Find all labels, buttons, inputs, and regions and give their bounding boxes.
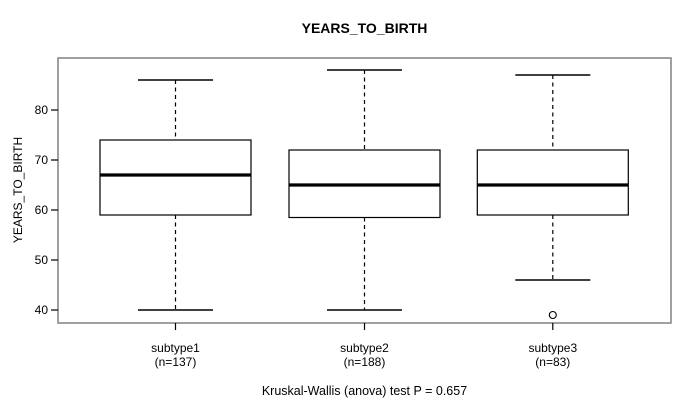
chart-title: YEARS_TO_BIRTH [302, 20, 428, 36]
box-rect-subtype1 [99, 139, 252, 216]
box-rect-subtype3 [476, 149, 629, 216]
y-axis: 40 50 60 70 80 [35, 103, 58, 317]
x-tick-label-subtype1: subtype1 [151, 341, 200, 355]
x-tick-n-label-subtype1: (n=137) [155, 355, 197, 369]
boxes [99, 69, 629, 320]
y-tick-label: 70 [35, 153, 49, 167]
y-axis-title: YEARS_TO_BIRTH [11, 137, 25, 243]
y-tick-label: 80 [35, 103, 49, 117]
x-tick-label-subtype3: subtype3 [528, 341, 577, 355]
y-tick-label: 50 [35, 253, 49, 267]
y-tick-label: 60 [35, 203, 49, 217]
y-tick-label: 40 [35, 303, 49, 317]
caption: Kruskal-Wallis (anova) test P = 0.657 [262, 384, 467, 398]
outlier-point [548, 310, 557, 320]
x-axis: subtype1(n=137) subtype2(n=188) subtype3(n… [151, 323, 577, 369]
x-tick-n-label-subtype3: (n=83) [535, 355, 570, 369]
x-tick-label-subtype2: subtype2 [340, 341, 389, 355]
x-tick-n-label-subtype2: (n=188) [344, 355, 386, 369]
